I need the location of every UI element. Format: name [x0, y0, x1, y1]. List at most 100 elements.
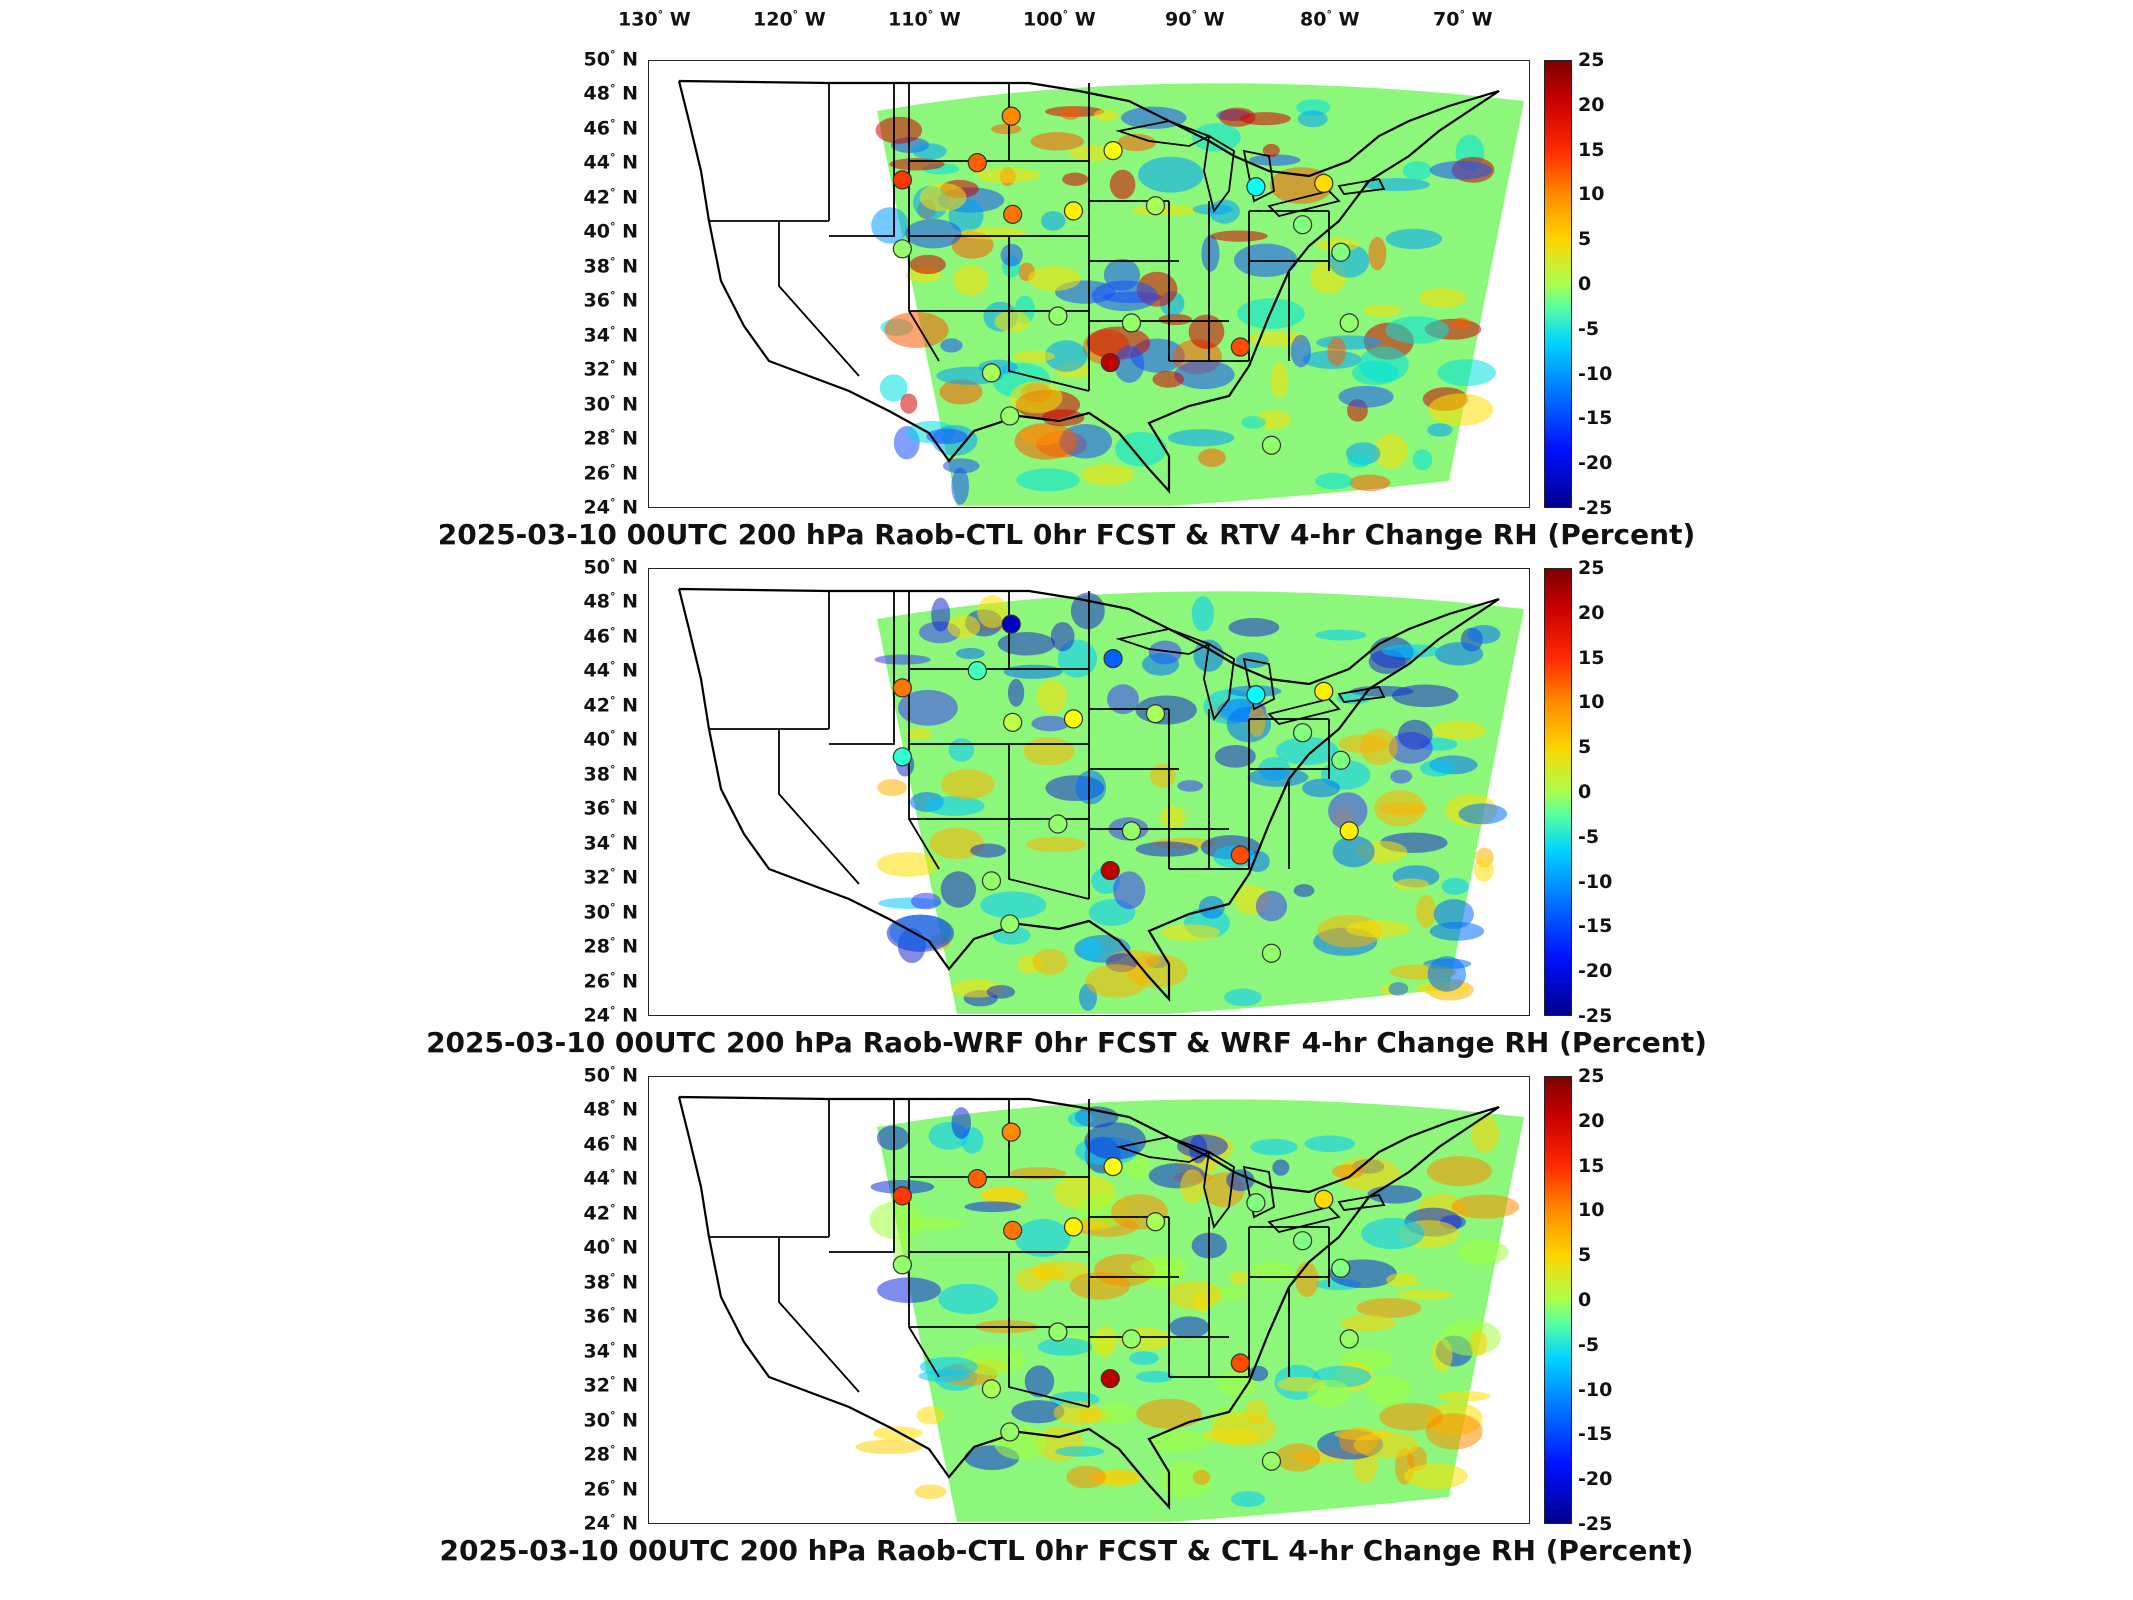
field-blob [1441, 877, 1469, 895]
raob-station-marker[interactable] [1000, 1422, 1020, 1442]
raob-station-marker[interactable] [1230, 1353, 1250, 1373]
raob-station-marker[interactable] [1314, 173, 1334, 193]
field-blob [1224, 988, 1262, 1007]
field-blob [1471, 1115, 1499, 1153]
field-blob [1011, 1400, 1065, 1424]
raob-station-marker[interactable] [1001, 1122, 1021, 1142]
raob-station-marker[interactable] [981, 871, 1002, 891]
field-blob [926, 428, 968, 445]
field-blob [1272, 1159, 1290, 1176]
raob-station-marker[interactable] [1103, 648, 1123, 669]
raob-station-marker[interactable] [1314, 681, 1334, 701]
raob-station-marker[interactable] [1230, 337, 1250, 357]
raob-station-marker[interactable] [1000, 914, 1020, 934]
raob-station-marker[interactable] [1145, 1212, 1166, 1232]
field-blob [1214, 744, 1256, 768]
raob-station-marker[interactable] [1003, 712, 1023, 732]
raob-station-marker[interactable] [1314, 1189, 1334, 1209]
raob-station-marker[interactable] [1003, 204, 1023, 224]
lake-outline [1337, 1193, 1386, 1211]
raob-station-marker[interactable] [1261, 1451, 1282, 1471]
raob-station-marker[interactable] [1003, 1220, 1023, 1240]
lat-label: 30° N [583, 392, 638, 415]
colorbar-tick: -5 [1578, 825, 1600, 848]
raob-station-marker[interactable] [892, 170, 912, 190]
raob-station-marker[interactable] [1121, 1329, 1142, 1349]
raob-station-marker[interactable] [1230, 845, 1250, 865]
raob-station-marker[interactable] [967, 153, 987, 173]
field-blob [1177, 780, 1204, 792]
field-blob [1428, 393, 1494, 426]
field-blob [916, 1406, 945, 1425]
raob-station-marker[interactable] [1246, 685, 1266, 705]
raob-station-marker[interactable] [1339, 821, 1359, 841]
raob-station-marker[interactable] [1145, 704, 1166, 724]
field-blob [875, 116, 923, 144]
raob-station-marker[interactable] [1001, 614, 1021, 634]
field-blob [1334, 1428, 1391, 1441]
panel-title: 2025-03-10 00UTC 200 hPa Raob-WRF 0hr FC… [426, 1026, 1707, 1059]
raob-station-marker[interactable] [1000, 406, 1020, 426]
raob-station-marker[interactable] [1001, 106, 1021, 126]
raob-station-marker[interactable] [892, 239, 912, 259]
raob-station-marker[interactable] [1246, 1193, 1266, 1213]
field-blob [991, 124, 1022, 135]
lake-outline [1115, 628, 1212, 655]
field-blob [1228, 618, 1280, 637]
raob-station-marker[interactable] [892, 1255, 912, 1275]
raob-station-marker[interactable] [1331, 1258, 1351, 1278]
colorbar [1544, 568, 1572, 1016]
raob-station-marker[interactable] [1048, 306, 1068, 326]
field-blob [876, 852, 940, 877]
raob-station-marker[interactable] [1292, 723, 1313, 743]
field-blob [1188, 314, 1225, 349]
raob-station-marker[interactable] [1103, 140, 1123, 161]
raob-station-marker[interactable] [1292, 1231, 1313, 1251]
field-blob [940, 871, 977, 908]
lat-label: 50° N [583, 48, 638, 71]
lat-label: 32° N [583, 866, 638, 889]
lat-label: 36° N [583, 289, 638, 312]
raob-station-marker[interactable] [892, 678, 912, 698]
field-blob [1363, 304, 1402, 317]
raob-station-marker[interactable] [981, 363, 1002, 383]
raob-station-marker[interactable] [1063, 201, 1084, 221]
raob-station-marker[interactable] [1331, 750, 1351, 770]
raob-station-marker[interactable] [1246, 177, 1266, 197]
raob-station-marker[interactable] [1100, 352, 1120, 373]
raob-station-marker[interactable] [1292, 215, 1313, 235]
raob-station-marker[interactable] [1121, 821, 1142, 841]
raob-station-marker[interactable] [892, 1186, 912, 1206]
state-border [1008, 819, 1090, 900]
raob-station-marker[interactable] [1121, 313, 1142, 333]
raob-station-marker[interactable] [1100, 860, 1120, 881]
field-blob [1081, 464, 1135, 486]
raob-station-marker[interactable] [1261, 943, 1282, 963]
raob-station-marker[interactable] [1261, 435, 1282, 455]
field-blob [1114, 345, 1145, 383]
colorbar-tick: 10 [1578, 691, 1605, 714]
colorbar-tick: -25 [1578, 497, 1613, 519]
raob-station-marker[interactable] [981, 1379, 1002, 1399]
field-blob [1348, 474, 1391, 491]
lat-label: 42° N [583, 1201, 638, 1225]
raob-station-marker[interactable] [1339, 1329, 1359, 1349]
raob-station-marker[interactable] [1339, 313, 1359, 333]
raob-station-marker[interactable] [967, 661, 987, 681]
raob-station-marker[interactable] [1103, 1156, 1123, 1177]
raob-station-marker[interactable] [1063, 709, 1084, 729]
field-blob [977, 595, 1008, 629]
field-blob [986, 985, 1016, 999]
raob-station-marker[interactable] [1331, 242, 1351, 262]
field-blob [889, 158, 945, 171]
raob-station-marker[interactable] [1100, 1368, 1120, 1389]
raob-station-marker[interactable] [1048, 814, 1068, 834]
raob-station-marker[interactable] [892, 747, 912, 767]
raob-station-marker[interactable] [1145, 196, 1166, 216]
field-blob [1078, 938, 1103, 960]
raob-station-marker[interactable] [967, 1169, 987, 1189]
field-blob [1084, 1122, 1147, 1160]
raob-station-marker[interactable] [1048, 1322, 1068, 1342]
raob-station-marker[interactable] [1063, 1217, 1084, 1237]
field-blob [959, 227, 1027, 240]
